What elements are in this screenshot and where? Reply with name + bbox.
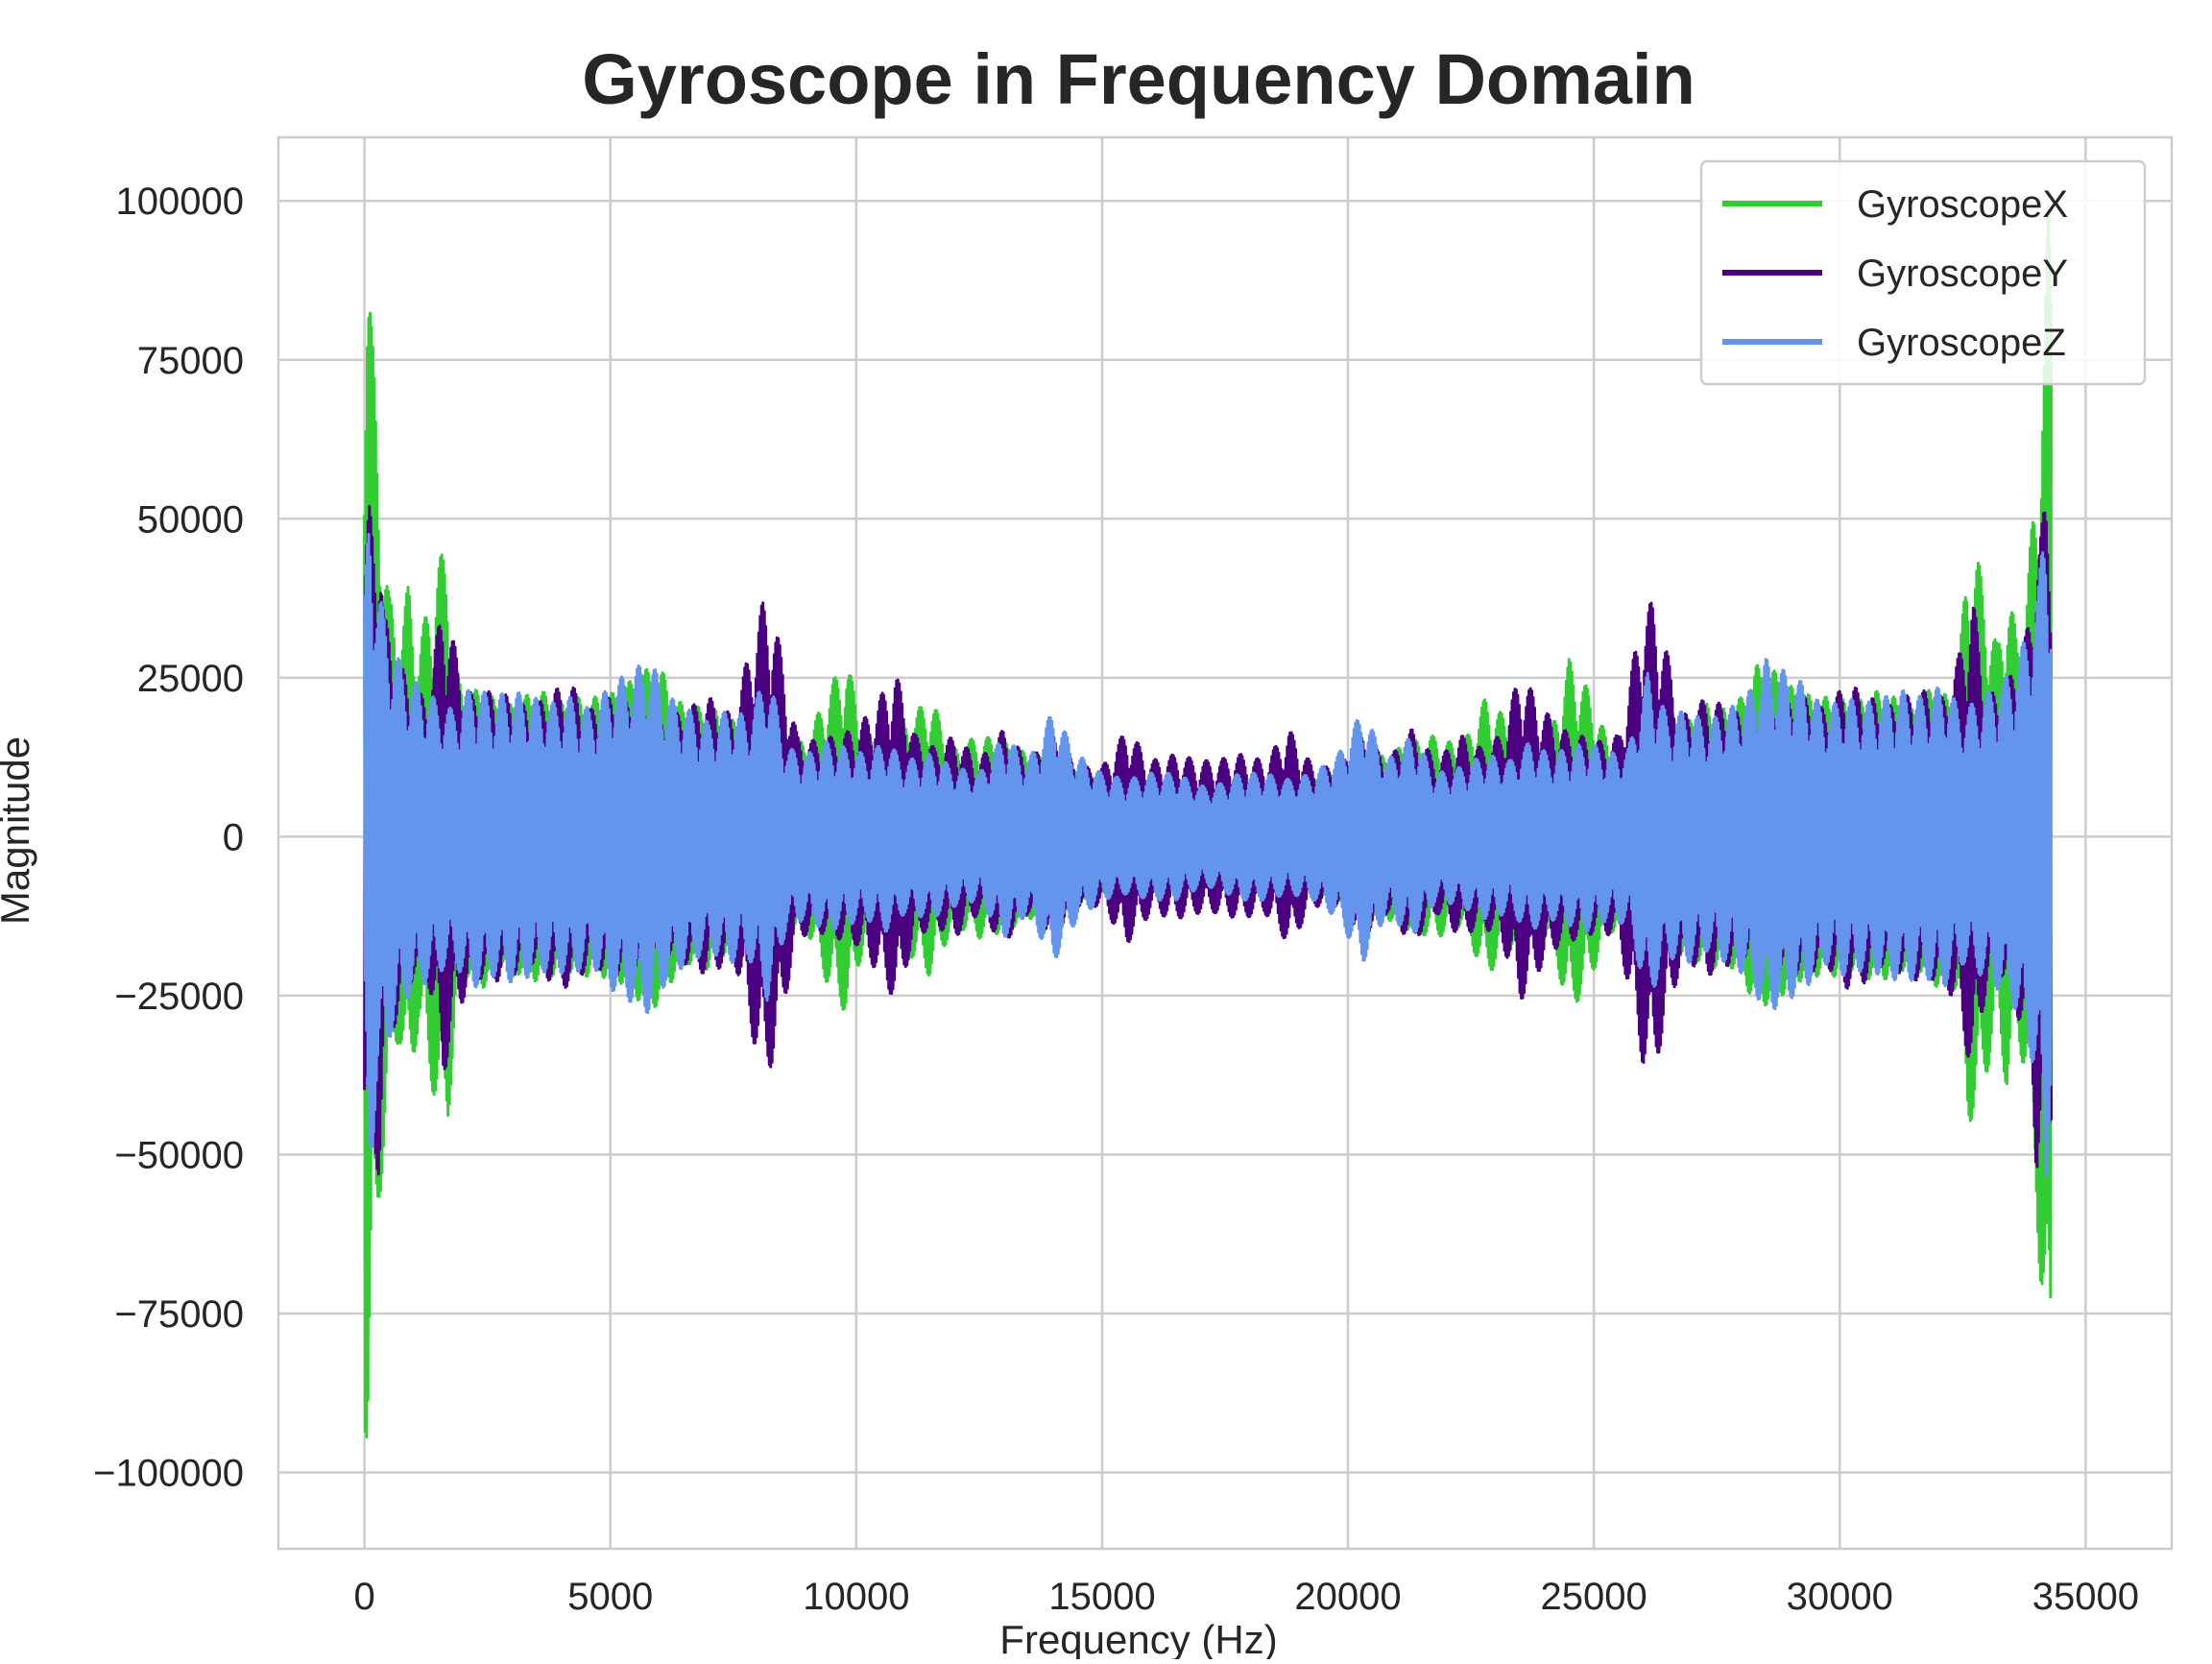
plot-area (363, 204, 2053, 1439)
y-tick-label: −25000 (114, 976, 244, 1018)
legend: GyroscopeX GyroscopeY GyroscopeZ (1699, 159, 2147, 386)
y-tick-label: 75000 (137, 340, 244, 382)
series-line-gyroscopez (363, 532, 2053, 1177)
x-tick-label: 5000 (567, 1576, 653, 1618)
x-tick-label: 20000 (1294, 1576, 1401, 1618)
x-tick-label: 25000 (1541, 1576, 1647, 1618)
y-axis-label: Magnitude (0, 736, 37, 925)
legend-label: GyroscopeY (1857, 253, 2068, 295)
legend-label: GyroscopeX (1857, 183, 2068, 226)
x-tick-label: 30000 (1787, 1576, 1893, 1618)
y-tick-label: 50000 (137, 498, 244, 541)
y-tick-label: −50000 (114, 1134, 244, 1176)
legend-label: GyroscopeZ (1857, 322, 2066, 364)
y-axis-ticks: 100000 75000 50000 25000 0 −25000 −50000 −75000… (93, 181, 244, 1494)
x-axis-label: Frequency (Hz) (999, 1617, 1277, 1659)
axes-frame (276, 135, 2174, 1551)
chart-title: Gyroscope in Frequency Domain (582, 39, 1695, 119)
y-tick-label: −75000 (114, 1293, 244, 1336)
x-tick-label: 10000 (803, 1576, 909, 1618)
x-tick-label: 15000 (1048, 1576, 1155, 1618)
x-tick-label: 35000 (2032, 1576, 2139, 1618)
y-tick-label: 0 (223, 816, 244, 858)
y-tick-label: −100000 (93, 1453, 244, 1495)
y-tick-label: 100000 (116, 181, 244, 223)
legend-box (1699, 159, 2147, 386)
x-tick-label: 0 (354, 1576, 375, 1618)
x-axis-ticks: 0 5000 10000 15000 20000 25000 30000 35000 (354, 1576, 2139, 1618)
y-tick-label: 25000 (137, 658, 244, 700)
